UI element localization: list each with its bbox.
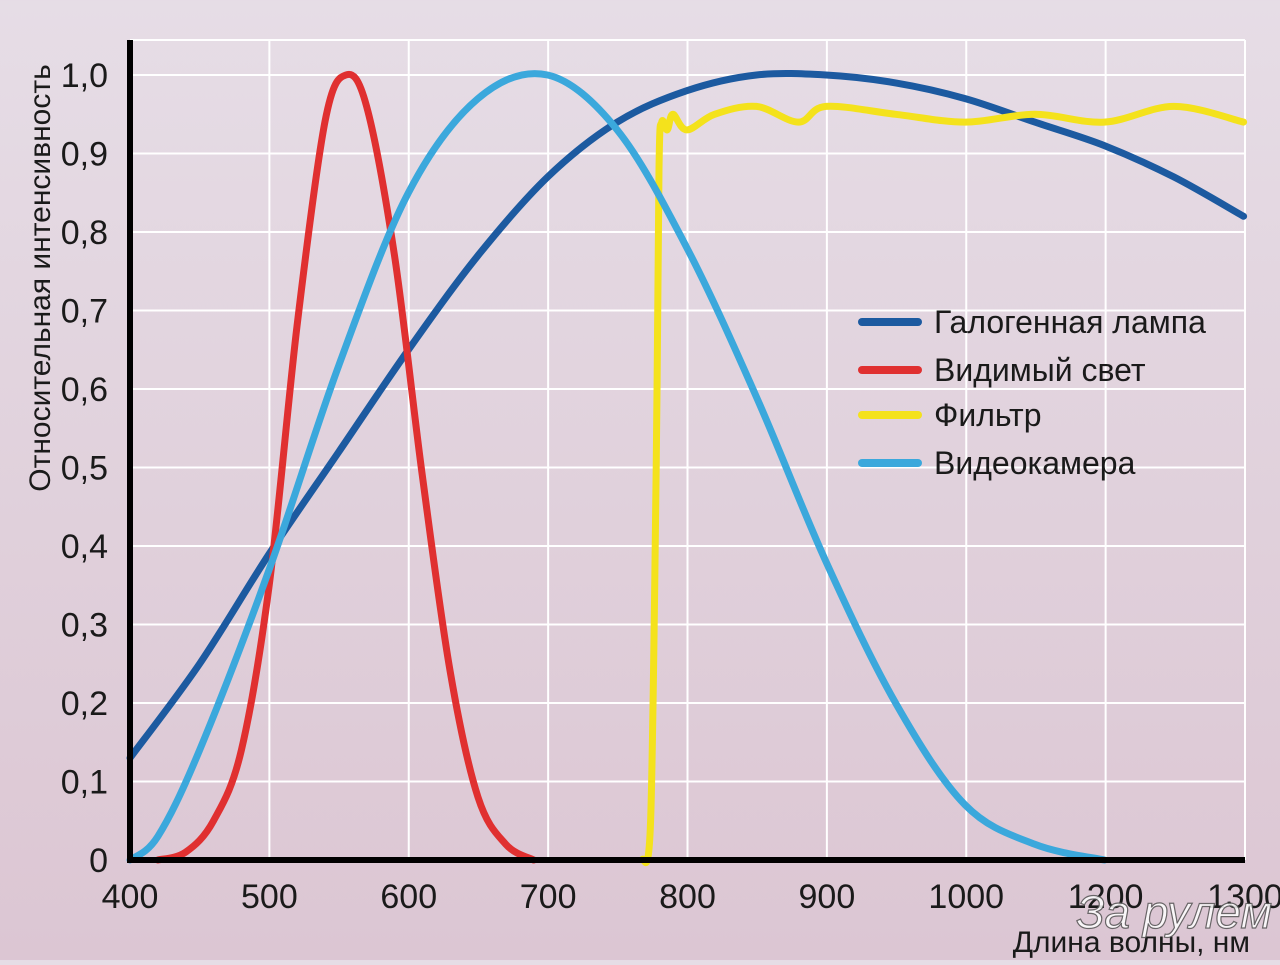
y-tick-label: 0,9: [61, 136, 108, 174]
x-tick-label: 600: [380, 878, 437, 916]
y-tick-label: 0,6: [61, 371, 108, 409]
y-tick-label: 0,7: [61, 293, 108, 331]
legend-label-filter: Фильтр: [934, 397, 1042, 433]
x-tick-label: 800: [659, 878, 716, 916]
y-tick-label: 0,5: [61, 450, 108, 488]
y-tick-label: 0: [89, 842, 108, 880]
watermark: За рулем: [1076, 886, 1272, 938]
x-tick-label: 900: [799, 878, 856, 916]
y-tick-label: 0,3: [61, 607, 108, 645]
x-tick-label: 700: [520, 878, 577, 916]
x-tick-label: 1200: [1068, 878, 1144, 916]
y-tick-label: 0,1: [61, 764, 108, 802]
y-axis-title: Относительная интенсивность: [24, 64, 57, 491]
y-tick-labels: 0 0,1 0,2 0,3 0,4 0,5 0,6 0,7 0,8 0,9 1,0: [61, 57, 108, 880]
x-tick-label: 1000: [928, 878, 1004, 916]
x-tick-label: 1300: [1207, 878, 1280, 916]
x-tick-labels: 400 500 600 700 800 900 1000 1200 1300: [102, 878, 1280, 916]
legend-label-visible-light: Видимый свет: [934, 352, 1146, 388]
grid: [130, 39, 1246, 860]
y-tick-label: 0,8: [61, 214, 108, 252]
series-line-halogen-lamp: [126, 70, 1248, 762]
y-tick-label: 0,4: [61, 528, 108, 566]
y-tick-label: 1,0: [61, 57, 108, 95]
series-line-filter: [638, 102, 1248, 867]
x-tick-label: 500: [241, 878, 298, 916]
series-line-video-camera: [126, 70, 1108, 864]
legend-label-video-camera: Видеокамера: [934, 445, 1136, 481]
axes: [127, 40, 1245, 863]
legend-label-halogen-lamp: Галогенная лампа: [934, 304, 1206, 340]
series-lines: [126, 70, 1248, 867]
x-axis-title: Длина волны, нм: [1013, 926, 1250, 959]
x-tick-label: 400: [102, 878, 159, 916]
legend: Галогенная лампа Видимый свет Фильтр Видеок…: [858, 304, 1206, 481]
series-line-visible-light: [154, 70, 538, 864]
y-tick-label: 0,2: [61, 685, 108, 723]
